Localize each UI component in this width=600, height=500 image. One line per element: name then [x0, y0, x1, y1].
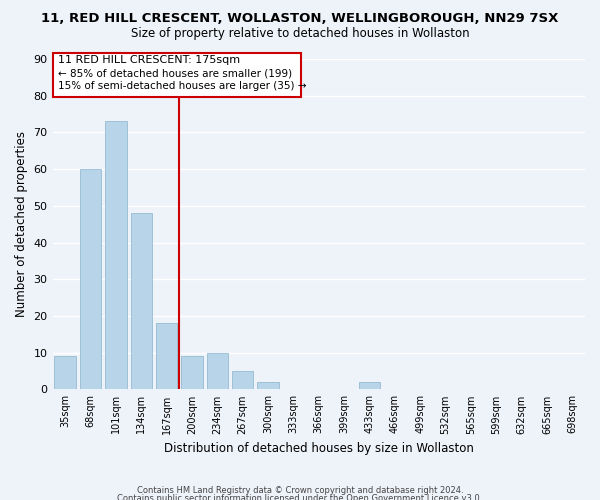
Bar: [232, 371, 253, 390]
Text: 11, RED HILL CRESCENT, WOLLASTON, WELLINGBOROUGH, NN29 7SX: 11, RED HILL CRESCENT, WOLLASTON, WELLIN…: [41, 12, 559, 26]
Text: Size of property relative to detached houses in Wollaston: Size of property relative to detached ho…: [131, 28, 469, 40]
Bar: [156, 324, 178, 390]
X-axis label: Distribution of detached houses by size in Wollaston: Distribution of detached houses by size …: [164, 442, 474, 455]
Bar: [55, 356, 76, 390]
Bar: [257, 382, 279, 390]
Y-axis label: Number of detached properties: Number of detached properties: [15, 131, 28, 317]
Bar: [206, 352, 228, 390]
Text: 11 RED HILL CRESCENT: 175sqm: 11 RED HILL CRESCENT: 175sqm: [58, 55, 240, 65]
Bar: [105, 122, 127, 390]
FancyBboxPatch shape: [53, 54, 301, 98]
Text: Contains HM Land Registry data © Crown copyright and database right 2024.: Contains HM Land Registry data © Crown c…: [137, 486, 463, 495]
Bar: [80, 169, 101, 390]
Text: ← 85% of detached houses are smaller (199): ← 85% of detached houses are smaller (19…: [58, 68, 292, 78]
Bar: [359, 382, 380, 390]
Text: 15% of semi-detached houses are larger (35) →: 15% of semi-detached houses are larger (…: [58, 81, 306, 91]
Bar: [131, 213, 152, 390]
Text: Contains public sector information licensed under the Open Government Licence v3: Contains public sector information licen…: [118, 494, 482, 500]
Bar: [181, 356, 203, 390]
